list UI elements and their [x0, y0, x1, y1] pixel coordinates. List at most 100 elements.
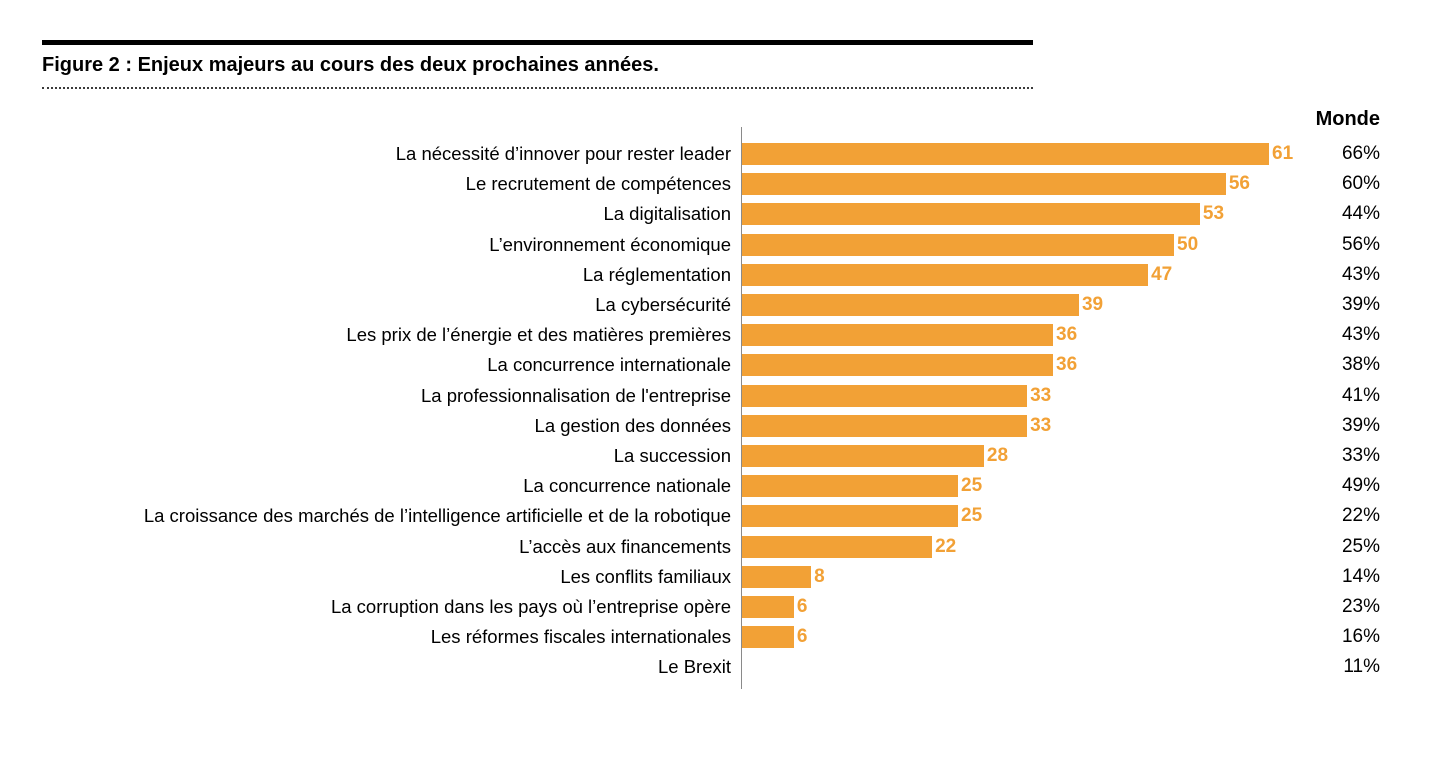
monde-value: 39% [1341, 414, 1380, 436]
bar-chart: La nécessité d’innover pour rester leade… [0, 139, 1449, 682]
category-label: Les réformes fiscales internationales [430, 626, 731, 648]
bar-track: 36 [742, 354, 1078, 377]
bar-track: 56 [742, 173, 1250, 196]
category-label: Le recrutement de compétences [465, 173, 731, 195]
bar-value-label: 47 [1151, 263, 1173, 285]
chart-row: Le Brexit 11% [0, 652, 1449, 682]
bar [742, 414, 1028, 437]
category-label: La professionnalisation de l'entreprise [420, 384, 731, 406]
bar-track: 53 [742, 203, 1225, 226]
category-label: La corruption dans les pays où l’entrepr… [330, 595, 731, 617]
bar [742, 384, 1028, 407]
category-label: Les prix de l’énergie et des matières pr… [346, 324, 731, 346]
bar-track: 28 [742, 444, 1009, 467]
bar-track: 47 [742, 263, 1173, 286]
bar [742, 535, 933, 558]
bar [742, 475, 958, 498]
bar-value-label: 6 [796, 626, 808, 648]
bar [742, 263, 1149, 286]
monde-value: 33% [1341, 444, 1380, 466]
monde-column-header: Monde [1315, 108, 1380, 130]
bar [742, 143, 1270, 166]
bar-value-label: 56 [1228, 173, 1250, 195]
chart-row: La digitalisation 53 44% [0, 199, 1449, 229]
bar-track: 33 [742, 414, 1051, 437]
monde-value: 11% [1343, 656, 1380, 678]
monde-value: 43% [1341, 263, 1380, 285]
bar [742, 595, 794, 618]
bar [742, 444, 984, 467]
bar [742, 324, 1054, 347]
bar-track: 6 [742, 626, 808, 649]
chart-row: Les conflits familiaux 8 14% [0, 562, 1449, 592]
chart-row: La nécessité d’innover pour rester leade… [0, 139, 1449, 169]
bar-track: 39 [742, 294, 1104, 317]
category-label: L’environnement économique [489, 233, 731, 255]
category-label: L’accès aux financements [519, 535, 731, 557]
monde-value: 14% [1341, 565, 1380, 587]
monde-value: 44% [1341, 203, 1380, 225]
bar-track: 8 [742, 565, 825, 588]
monde-value: 56% [1341, 233, 1380, 255]
bar [742, 505, 958, 528]
chart-row: La concurrence internationale 36 38% [0, 350, 1449, 380]
bar-value-label: 53 [1202, 203, 1225, 225]
chart-row: La professionnalisation de l'entreprise 3… [0, 381, 1449, 411]
monde-value: 25% [1341, 535, 1380, 557]
bar-track: 36 [742, 324, 1078, 347]
bar-value-label: 36 [1056, 324, 1078, 346]
category-label: La réglementation [582, 263, 731, 285]
bar-value-label: 25 [961, 505, 983, 527]
monde-value: 43% [1341, 324, 1380, 346]
chart-row: Les prix de l’énergie et des matières pr… [0, 320, 1449, 350]
monde-value: 38% [1341, 354, 1380, 376]
bar [742, 233, 1174, 256]
bar [742, 203, 1200, 226]
bar-track: 61 [742, 143, 1294, 166]
bar-track: 33 [742, 384, 1052, 407]
monde-value: 39% [1341, 294, 1380, 316]
bar-value-label: 33 [1030, 384, 1052, 406]
bar-track: 25 [742, 505, 983, 528]
bar-value-label: 28 [986, 444, 1009, 466]
bar-value-label: 39 [1081, 294, 1104, 316]
category-label: Les conflits familiaux [560, 565, 731, 587]
bar-track: 25 [742, 475, 983, 498]
monde-value: 66% [1341, 143, 1380, 165]
chart-row: Les réformes fiscales internationales 6 16… [0, 622, 1449, 652]
chart-row: La corruption dans les pays où l’entrepr… [0, 592, 1449, 622]
bar-value-label: 25 [961, 475, 983, 497]
bar-value-label: 61 [1272, 143, 1294, 165]
bar [742, 626, 794, 649]
chart-row: La gestion des données 33 39% [0, 411, 1449, 441]
figure-header: Figure 2 : Enjeux majeurs au cours des d… [42, 40, 1033, 89]
bar [742, 565, 812, 588]
monde-value: 16% [1341, 626, 1380, 648]
category-label: La croissance des marchés de l’intellige… [143, 505, 731, 527]
chart-row: Le recrutement de compétences 56 60% [0, 169, 1449, 199]
monde-value: 49% [1341, 475, 1380, 497]
bar-value-label: 22 [935, 535, 957, 557]
figure-title: Figure 2 : Enjeux majeurs au cours des d… [42, 40, 1033, 89]
chart-row: La succession 28 33% [0, 441, 1449, 471]
monde-value: 41% [1341, 384, 1380, 406]
chart-row: La croissance des marchés de l’intellige… [0, 501, 1449, 531]
bar-value-label: 50 [1177, 233, 1199, 255]
bar-track: 22 [742, 535, 957, 558]
chart-row: L’environnement économique 50 56% [0, 230, 1449, 260]
bar [742, 354, 1054, 377]
bar-value-label: 6 [796, 595, 808, 617]
category-label: La concurrence nationale [523, 475, 731, 497]
category-label: La succession [613, 444, 731, 466]
bar-value-label: 36 [1056, 354, 1078, 376]
chart-row: L’accès aux financements 22 25% [0, 531, 1449, 561]
category-label: La gestion des données [534, 414, 731, 436]
category-label: La concurrence internationale [487, 354, 731, 376]
monde-value: 60% [1341, 173, 1380, 195]
bar-track: 50 [742, 233, 1199, 256]
category-label: La digitalisation [603, 203, 731, 225]
bar-track: 6 [742, 595, 808, 618]
chart-row: La cybersécurité 39 39% [0, 290, 1449, 320]
category-label: La nécessité d’innover pour rester leade… [395, 143, 731, 165]
